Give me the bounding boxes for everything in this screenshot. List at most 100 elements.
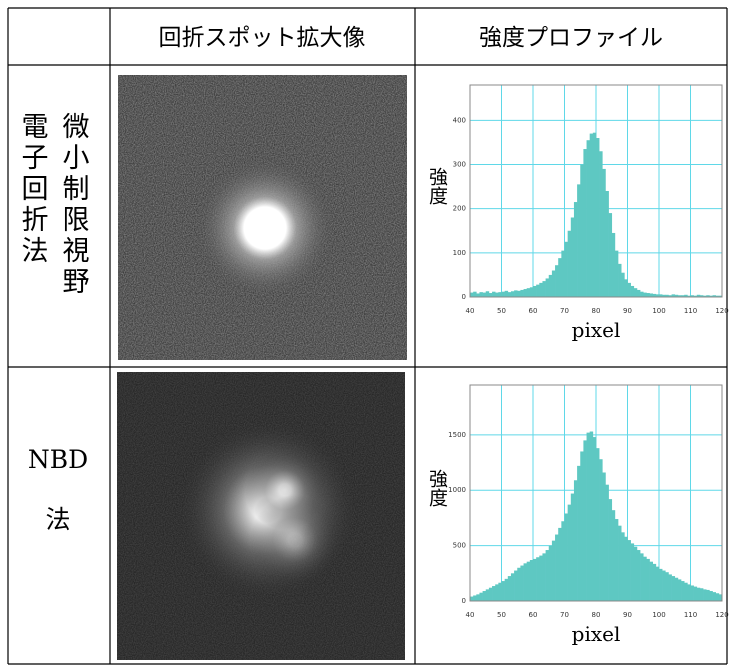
bar (489, 588, 492, 601)
bar (542, 281, 545, 297)
header: 強度プロファイル (479, 25, 663, 51)
bar (479, 292, 482, 297)
bar (618, 526, 621, 601)
diffraction-image (118, 75, 407, 360)
bar (593, 437, 596, 601)
bar (568, 231, 571, 297)
y-tick-label: 1500 (448, 431, 466, 439)
page: 回折スポット拡大像 強度プロファイル 微小制限視野 電子回折法 NBD 法 40… (0, 0, 730, 666)
y-tick-label: 500 (453, 542, 466, 550)
bar (618, 264, 621, 297)
x-tick-label: 90 (623, 307, 632, 315)
bar (697, 588, 700, 601)
bar (483, 293, 486, 297)
bar (514, 571, 517, 601)
bar (558, 528, 561, 601)
bar (681, 581, 684, 601)
bar (621, 273, 624, 297)
row-label: 法 (45, 505, 70, 534)
bar (684, 583, 687, 601)
bar (590, 432, 593, 601)
bar (580, 451, 583, 601)
y-tick-label: 1000 (448, 486, 466, 494)
bar (524, 289, 527, 297)
bar (476, 293, 479, 297)
bar (628, 283, 631, 297)
bar (615, 519, 618, 601)
bar (643, 293, 646, 297)
bar (473, 595, 476, 601)
bar (524, 563, 527, 601)
bar (624, 279, 627, 297)
bar (706, 590, 709, 601)
bar (486, 291, 489, 297)
x-tick-label: 100 (652, 611, 665, 619)
bar (574, 202, 577, 297)
bar (628, 540, 631, 601)
bar (479, 593, 482, 601)
bar (587, 433, 590, 601)
bar (662, 571, 665, 601)
bar (530, 560, 533, 601)
bar (536, 557, 539, 601)
bar (520, 566, 523, 601)
bar (631, 286, 634, 297)
bar (517, 291, 520, 297)
x-tick-label: 50 (497, 611, 506, 619)
bar (621, 532, 624, 601)
row-label: 微小制限視野 (58, 112, 90, 298)
y-tick-label: 400 (453, 116, 466, 124)
bar (643, 557, 646, 601)
x-tick-label: 110 (684, 307, 697, 315)
bar (514, 290, 517, 297)
bar (533, 286, 536, 297)
x-tick-label: 120 (715, 611, 728, 619)
bar (602, 473, 605, 601)
bar (646, 559, 649, 601)
x-tick-label: 80 (592, 307, 601, 315)
bar (609, 213, 612, 297)
bar (602, 169, 605, 297)
bar (612, 233, 615, 297)
x-tick-label: 40 (466, 307, 475, 315)
bar (558, 258, 561, 297)
y-axis-label: 強度 (426, 167, 448, 205)
bar (631, 543, 634, 601)
bar (517, 568, 520, 601)
bar (640, 553, 643, 601)
bar (675, 578, 678, 601)
bar (646, 293, 649, 297)
y-tick-label: 200 (453, 205, 466, 213)
bar (495, 293, 498, 297)
x-tick-label: 60 (529, 307, 538, 315)
x-tick-label: 50 (497, 307, 506, 315)
x-tick-label: 40 (466, 611, 475, 619)
bar (555, 535, 558, 601)
bar (583, 149, 586, 297)
bar (640, 292, 643, 297)
bar (605, 485, 608, 601)
diffraction-image (117, 372, 405, 660)
bar (612, 510, 615, 601)
bar (568, 505, 571, 601)
bar (561, 251, 564, 297)
bar (511, 573, 514, 601)
x-axis-label: pixel (572, 622, 621, 646)
bar (502, 581, 505, 601)
bar (561, 521, 564, 601)
bar (574, 480, 577, 601)
bar (713, 592, 716, 601)
bar (571, 218, 574, 298)
bar (508, 292, 511, 297)
bar (634, 288, 637, 297)
bar (659, 569, 662, 601)
x-tick-label: 60 (529, 611, 538, 619)
bar (580, 165, 583, 298)
bar (587, 140, 590, 297)
bar (593, 133, 596, 297)
y-axis-label: 強度 (426, 469, 448, 507)
x-tick-label: 80 (592, 611, 601, 619)
bar (637, 290, 640, 297)
bar (596, 138, 599, 297)
bar (605, 191, 608, 297)
